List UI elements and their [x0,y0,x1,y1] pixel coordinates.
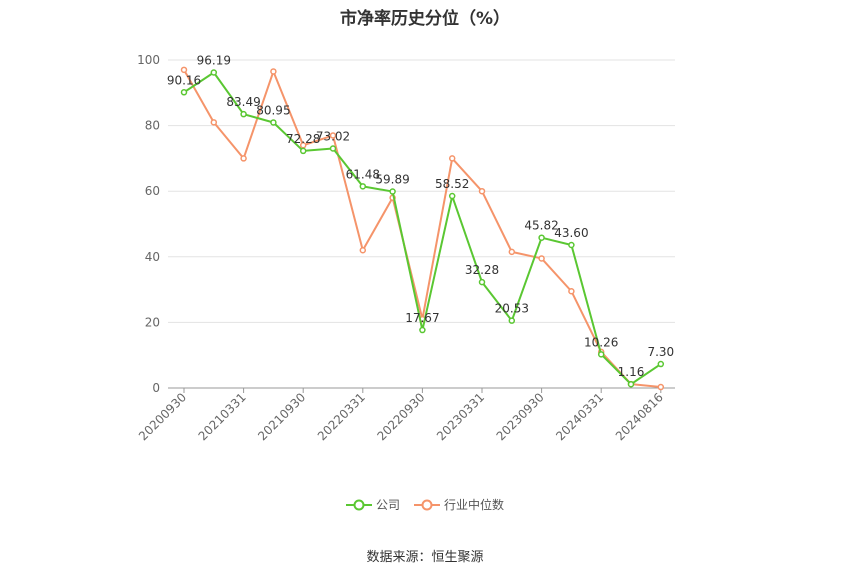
series-lines [180,66,665,391]
data-point-industry-median [568,287,575,295]
legend-label-industry-median: 行业中位数 [444,498,505,512]
data-label: 32.28 [465,263,499,277]
chart-title: 市净率历史分位（%） [339,9,511,29]
x-tick-label: 20240331 [553,390,606,443]
legend-line-icon [345,499,372,510]
data-label: 7.30 [647,345,674,359]
data-label: 73.02 [316,129,350,143]
data-point-industry-median [329,132,337,139]
data-point-company [419,326,426,334]
y-tick-label: 20 [145,315,160,329]
data-point-company [508,317,516,324]
data-point-company [270,119,277,126]
data-label: 20.53 [495,302,529,316]
data-point-company [389,188,396,195]
data-point-industry-median [478,187,486,195]
x-tick-label: 20240816 [613,390,666,443]
x-tick-label: 20210331 [196,390,249,443]
x-tick-label: 20230930 [494,390,547,443]
data-point-industry-median [448,155,456,162]
data-point-industry-median [180,66,188,74]
data-label: 72.28 [286,132,320,146]
data-point-company [359,183,367,190]
y-tick-label: 60 [145,184,160,198]
data-point-company [210,69,218,76]
legend-item-company[interactable]: 公司 [345,496,400,513]
legend-label-company: 公司 [375,498,400,512]
data-label: 80.95 [256,103,290,117]
data-label: 43.60 [554,226,588,240]
data-point-company [538,234,545,241]
data-point-industry-median [508,248,516,256]
data-label: 90.16 [167,73,201,87]
data-point-industry-median [538,255,545,262]
y-tick-label: 0 [152,381,160,395]
x-tick-label: 20210930 [255,390,308,443]
data-point-company [657,360,665,368]
data-label: 17.67 [405,311,439,325]
legend-item-industry-median[interactable]: 行业中位数 [414,496,504,513]
data-point-industry-median [270,68,277,75]
data-label: 59.89 [375,173,409,187]
x-tick-label: 20230331 [434,390,487,443]
legend: 公司 行业中位数 [0,496,850,513]
legend-line-icon [414,499,440,510]
data-label: 1.16 [618,365,645,379]
x-tick-label: 20220930 [374,390,427,443]
data-point-company [329,145,337,152]
data-point-company [299,147,307,155]
y-tick-label: 80 [145,119,160,133]
x-tick-label: 20200930 [136,390,189,443]
data-point-company [448,192,456,200]
data-label: 96.19 [197,53,231,67]
data-point-company [627,380,635,388]
data-point-company [568,241,575,249]
data-point-industry-median [210,119,218,126]
data-point-industry-median [359,246,367,254]
data-point-company [240,110,247,118]
data-label: 61.48 [346,167,380,181]
data-point-industry-median [240,155,247,162]
data-label: 83.49 [226,95,260,109]
y-tick-label: 40 [145,250,160,264]
y-tick-label: 100 [137,53,160,67]
data-label: 10.26 [584,335,618,349]
data-point-company [597,351,605,358]
data-source-note: 数据来源：恒生聚源 [366,550,484,565]
data-point-company [180,89,188,96]
data-point-industry-median [657,383,665,391]
data-label: 58.52 [435,177,469,191]
data-point-company [478,278,486,286]
x-tick-label: 20220331 [315,390,368,443]
data-label: 45.82 [524,219,558,233]
